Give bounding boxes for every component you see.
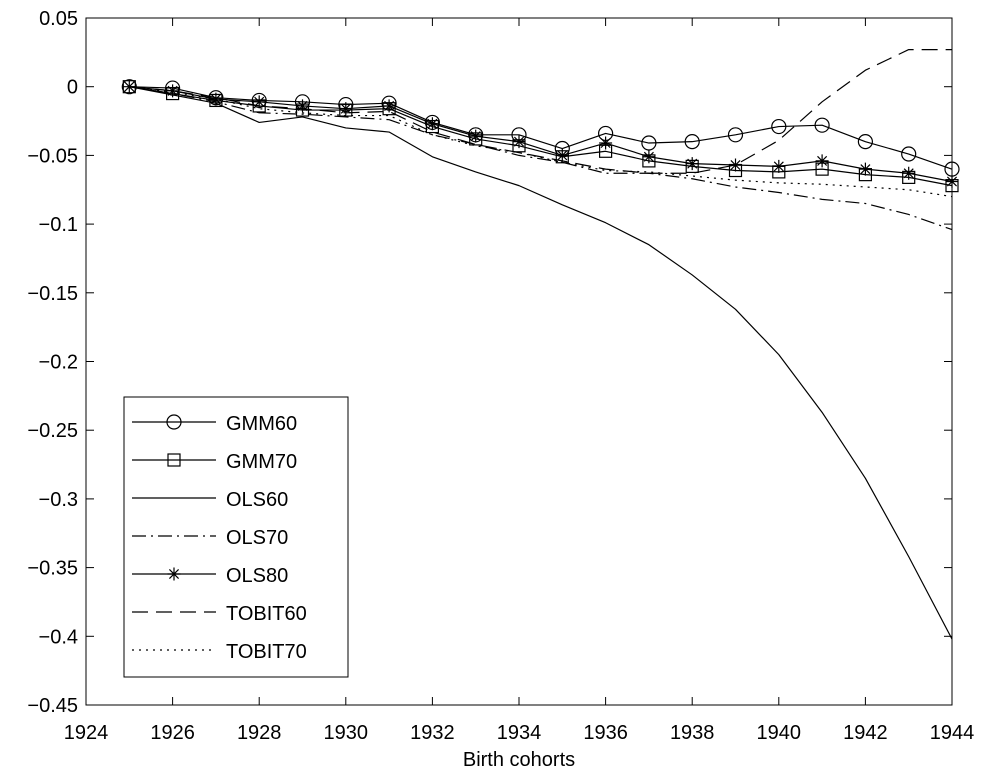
legend-label: OLS60 bbox=[226, 489, 288, 511]
y-tick-label: −0.2 bbox=[39, 352, 78, 374]
series-layer bbox=[121, 48, 960, 640]
circle-marker bbox=[901, 146, 917, 162]
y-tick-label: 0 bbox=[67, 77, 78, 99]
star-marker bbox=[729, 158, 742, 172]
legend-square-marker bbox=[167, 453, 181, 467]
star-marker bbox=[339, 102, 353, 116]
x-tick-label: 1944 bbox=[930, 722, 975, 744]
circle-marker bbox=[727, 127, 744, 143]
star-marker bbox=[642, 150, 656, 164]
circle-marker bbox=[121, 79, 137, 95]
series-gmm60 bbox=[121, 79, 960, 177]
star-marker bbox=[252, 95, 266, 109]
y-tick-label: −0.15 bbox=[27, 283, 78, 305]
x-tick-label: 1928 bbox=[237, 722, 282, 744]
star-marker bbox=[685, 157, 699, 171]
star-marker bbox=[382, 99, 396, 113]
circle-marker bbox=[641, 135, 657, 151]
legend-label: TOBIT60 bbox=[226, 603, 307, 625]
legend-box bbox=[123, 396, 349, 678]
legend-label: GMM60 bbox=[226, 413, 297, 435]
star-marker bbox=[166, 84, 180, 98]
legend-item-gmm60: GMM60 bbox=[132, 413, 297, 435]
legend-item-ols70: OLS70 bbox=[132, 527, 288, 549]
ticks-layer: 1924 1926 1928 1930 1932 1934 1936 1938 1940 1942… bbox=[27, 8, 974, 744]
series-tobit70 bbox=[129, 86, 953, 198]
star-marker bbox=[209, 92, 223, 106]
y-tick-label: −0.35 bbox=[27, 558, 78, 580]
series-line-tobit60 bbox=[129, 48, 952, 174]
x-tick-label: 1930 bbox=[324, 722, 369, 744]
series-line-ols60 bbox=[129, 86, 953, 640]
star-marker bbox=[902, 166, 916, 180]
legend-star-marker bbox=[167, 567, 181, 581]
legend-label: GMM70 bbox=[226, 451, 297, 473]
series-line-tobit70 bbox=[129, 86, 953, 198]
legend-label: OLS80 bbox=[226, 565, 288, 587]
star-marker bbox=[599, 136, 613, 150]
star-marker bbox=[772, 159, 786, 173]
y-tick-label: −0.4 bbox=[39, 626, 78, 648]
circle-marker bbox=[814, 117, 830, 133]
x-tick-label: 1934 bbox=[497, 722, 542, 744]
legend-circle-marker bbox=[166, 414, 182, 430]
star-marker bbox=[512, 135, 526, 149]
series-line-ols80 bbox=[129, 86, 953, 183]
series-ols70 bbox=[129, 86, 953, 231]
legend-item-tobit70: TOBIT70 bbox=[132, 641, 307, 663]
series-tobit60 bbox=[129, 48, 952, 174]
star-marker bbox=[815, 154, 829, 168]
x-tick-label: 1938 bbox=[670, 722, 715, 744]
star-marker bbox=[425, 117, 439, 131]
y-tick-label: 0.05 bbox=[39, 8, 78, 30]
y-tick-label: −0.1 bbox=[39, 214, 78, 236]
legend-label: OLS70 bbox=[226, 527, 288, 549]
y-tick-label: −0.25 bbox=[27, 420, 78, 442]
star-marker bbox=[296, 99, 309, 113]
x-tick-label: 1940 bbox=[757, 722, 802, 744]
x-tick-label: 1936 bbox=[583, 722, 628, 744]
circle-marker bbox=[771, 118, 787, 135]
series-ols60 bbox=[129, 86, 953, 640]
y-tick-label: −0.05 bbox=[27, 145, 78, 167]
star-marker bbox=[555, 148, 569, 162]
x-axis-label: Birth cohorts bbox=[463, 749, 575, 771]
x-tick-label: 1924 bbox=[64, 722, 109, 744]
x-tick-label: 1942 bbox=[843, 722, 888, 744]
legend-item-ols80: OLS80 bbox=[132, 565, 288, 587]
legend: GMM60 GMM70 OLS60 OLS70 OLS80 TOBIT60 TOBIT70 bbox=[123, 396, 349, 678]
series-line-gmm70 bbox=[129, 86, 953, 187]
legend-item-gmm70: GMM70 bbox=[132, 451, 297, 473]
y-tick-label: −0.45 bbox=[27, 695, 78, 717]
x-tick-label: 1926 bbox=[150, 722, 195, 744]
series-line-ols70 bbox=[129, 86, 953, 231]
star-marker bbox=[858, 162, 872, 176]
circle-marker bbox=[684, 134, 700, 150]
legend-item-ols60: OLS60 bbox=[132, 489, 288, 511]
star-marker bbox=[469, 129, 483, 143]
circle-marker bbox=[857, 134, 874, 150]
x-tick-label: 1932 bbox=[410, 722, 455, 744]
legend-item-tobit60: TOBIT60 bbox=[132, 603, 307, 625]
y-tick-label: −0.3 bbox=[39, 489, 78, 511]
legend-label: TOBIT70 bbox=[226, 641, 307, 663]
